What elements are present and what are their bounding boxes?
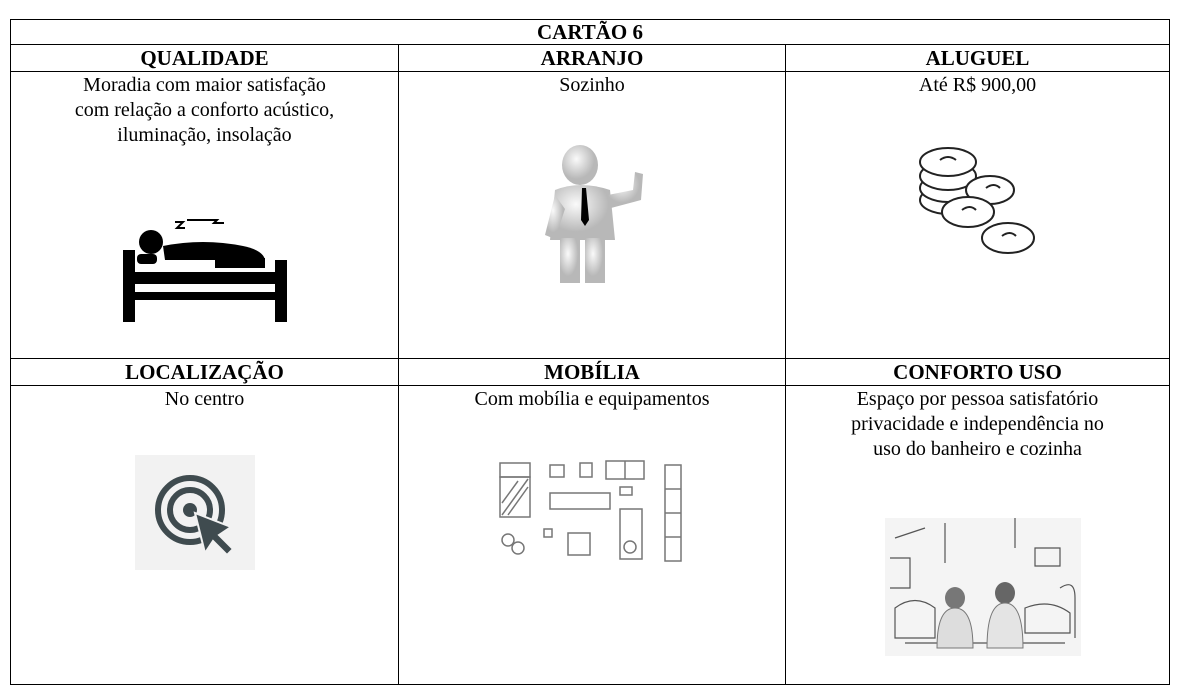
column-header: ARRANJO bbox=[398, 44, 786, 72]
column-header: CONFORTO USO bbox=[785, 358, 1170, 386]
column-header: QUALIDADE bbox=[10, 44, 399, 72]
description-line: Espaço por pessoa satisfatório bbox=[856, 388, 1099, 410]
furniture-icon bbox=[499, 460, 682, 562]
column-header: LOCALIZAÇÃO bbox=[10, 358, 399, 386]
description-line: Até R$ 900,00 bbox=[918, 74, 1037, 96]
coins-icon bbox=[919, 147, 1035, 254]
sleep-icon bbox=[123, 219, 287, 322]
description-line: Moradia com maior satisfação bbox=[83, 74, 326, 96]
description-line: uso do banheiro e cozinha bbox=[873, 438, 1082, 460]
target-icon bbox=[135, 455, 255, 570]
column-header: ALUGUEL bbox=[785, 44, 1170, 72]
person-icon bbox=[545, 145, 643, 283]
description-line: Sozinho bbox=[559, 74, 625, 96]
description-line: privacidade e independência no bbox=[851, 413, 1104, 435]
description-line: No centro bbox=[164, 388, 245, 410]
card-title: CARTÃO 6 bbox=[10, 19, 1170, 45]
description-line: com relação a conforto acústico, bbox=[74, 99, 335, 121]
living-room-photo bbox=[885, 518, 1081, 656]
column-header: MOBÍLIA bbox=[398, 358, 786, 386]
cell-description: Espaço por pessoa satisfatório privacidad… bbox=[785, 385, 1170, 685]
description-line: iluminação, insolação bbox=[117, 124, 292, 146]
description-line: Com mobília e equipamentos bbox=[474, 388, 710, 410]
